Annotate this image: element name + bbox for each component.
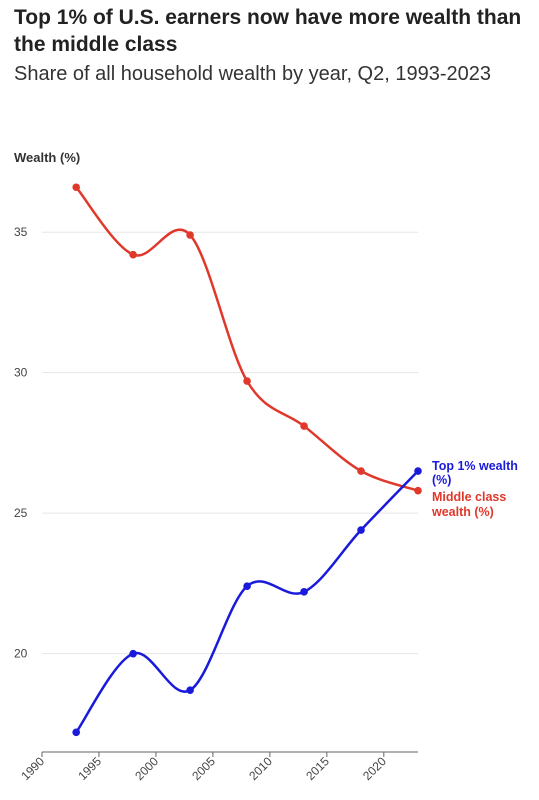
y-axis-label: Wealth (%) (14, 150, 80, 165)
series-line-0 (75, 186, 419, 492)
series-label-0-line-0: Middle class (432, 490, 506, 504)
series-label-1-line-0: Top 1% wealth (432, 459, 518, 473)
y-tick-label-25: 25 (14, 506, 28, 520)
x-tick-label-2000: 2000 (132, 754, 161, 783)
x-axis: 1990 1995 2000 2005 2010 2015 2020 (18, 751, 418, 783)
data-point-1-2008 (243, 582, 251, 591)
data-point-0-2023 (414, 486, 422, 495)
data-point-1-1993 (72, 728, 80, 737)
y-axis-ticks: 20 25 30 35 (14, 225, 28, 660)
x-tick-label-1995: 1995 (75, 754, 104, 783)
chart-subtitle: Share of all household wealth by year, Q… (14, 63, 491, 85)
x-tick-label-2010: 2010 (246, 754, 275, 783)
x-tick-label-1990: 1990 (18, 754, 47, 783)
data-point-0-2013 (300, 422, 308, 430)
series-line-1 (75, 470, 419, 734)
data-point-0-1998 (129, 250, 137, 259)
data-point-0-2003 (186, 231, 194, 239)
x-tick-label-2020: 2020 (360, 754, 389, 783)
y-tick-label-30: 30 (14, 366, 28, 380)
y-tick-label-20: 20 (14, 647, 28, 661)
data-point-0-2008 (243, 377, 251, 385)
data-point-1-2003 (186, 686, 194, 694)
grid-lines (42, 231, 418, 655)
x-tick-label-2015: 2015 (303, 754, 332, 783)
data-point-0-2018 (357, 467, 365, 475)
y-tick-label-35: 35 (14, 225, 28, 239)
x-tick-label-2005: 2005 (189, 754, 218, 783)
chart-title: Top 1% of U.S. earners now have more wea… (14, 6, 522, 56)
data-point-1-1998 (129, 649, 137, 658)
series-lines (72, 183, 422, 737)
series-label-0-line-1: wealth (%) (431, 505, 494, 519)
data-point-1-2023 (414, 467, 422, 475)
data-point-0-1993 (72, 183, 80, 192)
series-label-1-line-1: (%) (432, 473, 451, 487)
data-point-1-2018 (357, 526, 365, 534)
data-point-1-2013 (300, 588, 308, 596)
